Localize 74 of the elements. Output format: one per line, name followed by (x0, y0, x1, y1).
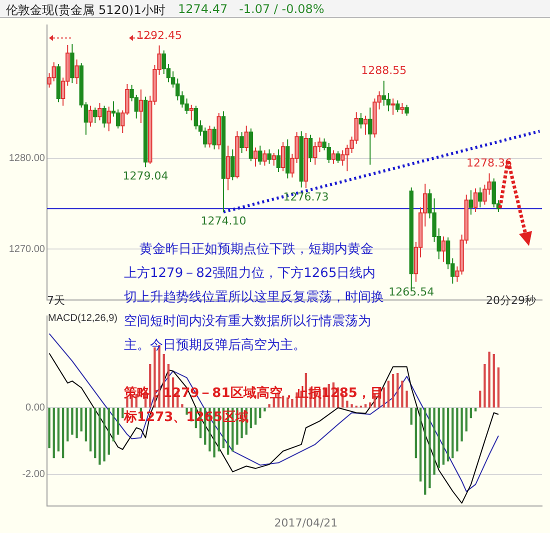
bar (479, 390, 482, 408)
x-tick-label: 2017/04/21 (274, 516, 338, 530)
bar (48, 408, 50, 448)
bar (474, 408, 477, 412)
annotation: 7天 (47, 293, 65, 308)
bar (66, 408, 69, 442)
bar (126, 397, 128, 408)
chart-subtitle: 1274.47 -1.07 / -0.08% (178, 2, 324, 16)
bar (346, 400, 348, 408)
bar (470, 408, 472, 418)
bar (414, 408, 418, 458)
bar (264, 408, 266, 412)
bar (71, 408, 74, 435)
bar (465, 408, 468, 432)
bar (406, 390, 408, 408)
bar (98, 408, 101, 465)
bar (364, 404, 367, 408)
bar (181, 404, 184, 408)
bar (291, 399, 294, 408)
bar (250, 408, 252, 428)
bar (112, 408, 115, 442)
bar (76, 408, 78, 438)
bar (80, 408, 82, 432)
annotation: 1274.10 (200, 214, 246, 228)
bar (396, 373, 399, 408)
y-tick-label: 1280.00 (8, 153, 46, 164)
bar (460, 408, 463, 442)
bar (89, 408, 92, 452)
bar (419, 408, 422, 482)
bar (116, 408, 120, 435)
annotation: 1288.55 (361, 64, 407, 78)
bar (433, 408, 436, 475)
bar (497, 367, 500, 408)
annotation: 1265.54 (388, 285, 434, 298)
bar (392, 374, 394, 408)
y-tick-label: 1270.00 (8, 244, 46, 255)
bar (382, 387, 385, 408)
bar (259, 408, 262, 418)
bar (438, 408, 440, 468)
bar (428, 408, 431, 488)
bar (484, 364, 486, 408)
y-tick-label: -2.00 (22, 469, 46, 480)
y-tick-label: 0.00 (26, 402, 46, 414)
bar (254, 408, 257, 425)
bar (442, 408, 445, 465)
chart-title: MACD(12,26,9) (48, 313, 118, 324)
bar (282, 396, 284, 408)
annotation: 1279.04 (122, 169, 168, 182)
chart-title: 伦敦金现(贵金属 5120)1小时 (6, 2, 166, 19)
annotation: 1292.45 (136, 28, 182, 42)
bar (103, 408, 106, 462)
annotation: 20分29秒 (486, 293, 536, 308)
bar (62, 408, 64, 458)
bar (387, 380, 390, 408)
bar (492, 354, 495, 408)
bar (84, 408, 88, 442)
bar (410, 408, 412, 425)
bar (456, 408, 458, 452)
annotation: 黄金昨日正如预期点位下跌，短期内黄金上方1279－82强阻力位，下方1265日线内切上升趋势线位置所以这里反复震荡，时间换空间短时间内没有重大数据所以行情震荡为主。今日预期反弹后高空为主。 (124, 241, 385, 355)
bar (401, 380, 404, 408)
bar (488, 352, 490, 408)
bar (149, 364, 152, 408)
annotation: 1276.73 (283, 190, 329, 204)
bar (94, 408, 96, 458)
bar (350, 404, 353, 408)
bar (446, 408, 450, 462)
bar (452, 408, 454, 458)
bar (57, 408, 60, 452)
bar (52, 408, 55, 458)
bar (122, 408, 124, 418)
bar (424, 408, 426, 495)
bar (162, 354, 165, 408)
bar (108, 408, 110, 455)
bar (268, 404, 270, 408)
